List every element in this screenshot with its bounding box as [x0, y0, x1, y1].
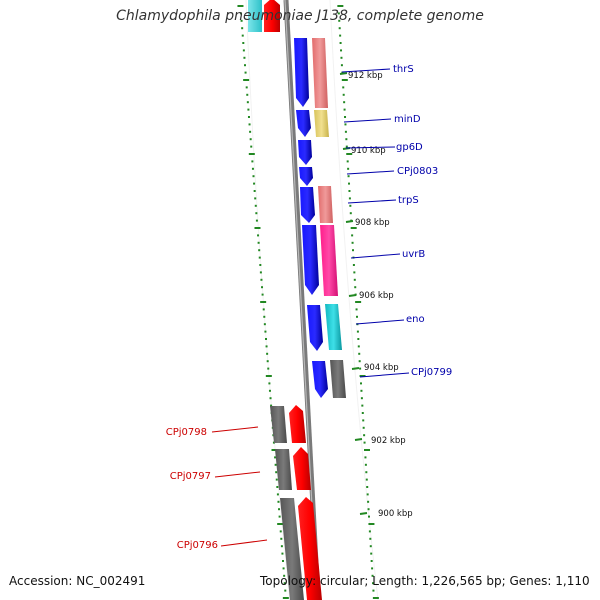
feature-partial-cyan	[248, 0, 262, 32]
label-leaders	[211, 68, 410, 547]
gene-CPj0797	[293, 447, 311, 490]
label-CPj0803: CPj0803	[397, 166, 438, 177]
scale-label-908: 908 kbp	[355, 218, 390, 228]
outer-guide-left	[245, 0, 291, 600]
map-title: Chlamydophila pneumoniae J138, complete …	[116, 8, 484, 24]
genome-backbone	[283, 0, 321, 600]
genome-summary: Topology: circular; Length: 1,226,565 bp…	[260, 574, 590, 588]
cog-thrS	[312, 38, 328, 108]
cog-boxes-forward	[312, 38, 346, 398]
genome-backbone-highlight	[284, 0, 318, 600]
scale-labels: 912 kbp 910 kbp 908 kbp 906 kbp 904 kbp …	[348, 71, 413, 519]
label-CPj0799: CPj0799	[411, 367, 452, 378]
scale-label-910: 910 kbp	[351, 146, 386, 156]
reverse-genes	[270, 405, 322, 600]
scale-label-912: 912 kbp	[348, 71, 383, 81]
major-ticks	[339, 72, 368, 515]
scale-label-904: 904 kbp	[364, 363, 399, 373]
gene-trpS	[300, 187, 315, 223]
gene-CPj0798	[289, 405, 306, 443]
major-tick-904	[351, 367, 360, 370]
scale-label-902: 902 kbp	[371, 436, 406, 446]
gene-labels: thrS minD gp6D CPj0803 trpS uvrB eno CPj…	[166, 64, 453, 551]
label-gp6D: gp6D	[396, 142, 423, 153]
label-eno: eno	[406, 314, 425, 325]
cog-uvrB	[320, 225, 338, 296]
major-tick-908	[345, 220, 354, 223]
gene-uvrB	[302, 225, 319, 295]
cog-CPj0799	[330, 360, 346, 398]
cog-CPj0798	[270, 406, 287, 443]
gene-CPj0796	[298, 497, 322, 600]
cog-CPj0797	[275, 449, 292, 490]
major-tick-912	[339, 72, 348, 75]
label-CPj0797: CPj0797	[170, 471, 211, 482]
accession-text: Accession: NC_002491	[9, 574, 146, 588]
cog-trpS	[318, 186, 333, 223]
feature-partial-red	[264, 0, 280, 32]
cog-eno	[325, 304, 342, 350]
gene-gp6D	[298, 140, 312, 165]
scale-label-900: 900 kbp	[378, 509, 413, 519]
gene-CPj0803	[299, 167, 313, 186]
label-thrS: thrS	[393, 64, 414, 75]
gene-minD	[296, 110, 311, 137]
minor-ticks-right	[337, 5, 379, 599]
cog-CPj0796	[280, 498, 304, 600]
label-minD: minD	[394, 114, 421, 125]
forward-genes	[294, 38, 328, 398]
major-tick-902	[354, 438, 363, 441]
gene-eno	[307, 305, 323, 351]
major-tick-900	[359, 512, 368, 515]
label-CPj0796: CPj0796	[177, 540, 218, 551]
cog-minD	[314, 110, 329, 137]
label-CPj0798: CPj0798	[166, 427, 207, 438]
scale-label-906: 906 kbp	[359, 291, 394, 301]
minor-ticks-left	[237, 5, 289, 599]
gene-CPj0799	[312, 361, 328, 398]
gene-thrS	[294, 38, 309, 107]
major-tick-906	[348, 294, 357, 297]
label-uvrB: uvrB	[402, 249, 425, 260]
label-trpS: trpS	[398, 195, 419, 206]
